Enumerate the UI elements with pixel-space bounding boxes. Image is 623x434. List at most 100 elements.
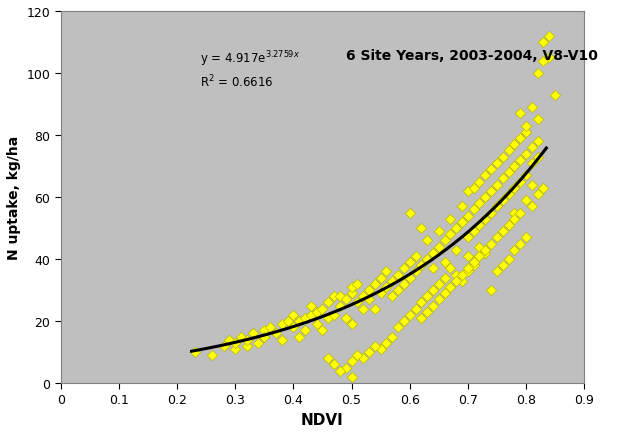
Point <box>422 237 432 244</box>
Point <box>346 321 356 328</box>
Point <box>486 240 496 247</box>
Point <box>445 231 455 238</box>
Point <box>393 271 403 278</box>
Point <box>498 228 508 235</box>
Point <box>312 309 321 316</box>
Point <box>468 259 478 266</box>
Point <box>451 278 461 285</box>
Point <box>207 352 217 359</box>
Point <box>381 284 391 291</box>
Point <box>510 163 520 170</box>
Point <box>480 216 490 223</box>
Point <box>376 275 386 282</box>
Point <box>510 216 520 223</box>
Point <box>411 306 421 312</box>
Point <box>440 237 450 244</box>
Point <box>521 172 531 179</box>
Point <box>457 271 467 278</box>
Point <box>288 324 298 331</box>
Point <box>346 290 356 297</box>
Point <box>370 342 380 349</box>
Point <box>445 216 455 223</box>
Point <box>405 210 415 217</box>
Point <box>480 194 490 201</box>
Point <box>480 250 490 257</box>
Point <box>346 284 356 291</box>
Point <box>329 312 339 319</box>
Point <box>463 213 473 220</box>
Point <box>510 247 520 253</box>
Point <box>364 287 374 294</box>
Point <box>393 324 403 331</box>
Point <box>323 315 333 322</box>
Point <box>411 253 421 260</box>
Point <box>475 222 485 229</box>
Point <box>416 315 426 322</box>
Point <box>538 185 548 192</box>
Point <box>510 210 520 217</box>
Point <box>306 302 316 309</box>
Point <box>545 33 554 40</box>
Point <box>405 312 415 319</box>
Point <box>440 259 450 266</box>
Point <box>300 327 310 334</box>
Point <box>399 281 409 288</box>
Point <box>376 346 386 353</box>
Point <box>346 358 356 365</box>
Point <box>341 364 351 371</box>
Point <box>300 315 310 322</box>
Point <box>422 256 432 263</box>
Point <box>370 306 380 312</box>
Text: y = 4.917e$^{3.2759x}$: y = 4.917e$^{3.2759x}$ <box>201 49 300 69</box>
Point <box>416 262 426 269</box>
Point <box>189 349 199 356</box>
Point <box>341 315 351 322</box>
Point <box>545 55 554 62</box>
Point <box>440 290 450 297</box>
Point <box>242 342 252 349</box>
Point <box>533 138 543 145</box>
Point <box>486 210 496 217</box>
Point <box>515 240 525 247</box>
Point <box>463 253 473 260</box>
Point <box>428 265 438 272</box>
Point <box>498 262 508 269</box>
Point <box>475 179 485 186</box>
Point <box>445 284 455 291</box>
Point <box>358 293 368 300</box>
Point <box>341 296 351 303</box>
Point <box>434 296 444 303</box>
Point <box>312 321 321 328</box>
Point <box>259 333 269 340</box>
Point <box>451 247 461 253</box>
Point <box>510 141 520 148</box>
Point <box>527 204 537 210</box>
Point <box>538 39 548 46</box>
Point <box>329 361 339 368</box>
Point <box>521 123 531 130</box>
Point <box>440 275 450 282</box>
Point <box>422 293 432 300</box>
Point <box>457 219 467 226</box>
Point <box>521 197 531 204</box>
Point <box>515 111 525 118</box>
Point <box>434 228 444 235</box>
Point <box>219 342 229 349</box>
Point <box>492 160 502 167</box>
Point <box>411 268 421 275</box>
Point <box>318 306 328 312</box>
Point <box>486 166 496 173</box>
Point <box>283 318 293 325</box>
Point <box>416 299 426 306</box>
Point <box>323 355 333 362</box>
Text: R$^2$ = 0.6616: R$^2$ = 0.6616 <box>201 74 274 90</box>
Point <box>533 70 543 77</box>
Point <box>468 262 478 269</box>
Point <box>457 278 467 285</box>
Point <box>428 302 438 309</box>
Point <box>468 228 478 235</box>
Point <box>294 333 304 340</box>
Point <box>399 265 409 272</box>
Point <box>527 104 537 111</box>
Point <box>510 185 520 192</box>
